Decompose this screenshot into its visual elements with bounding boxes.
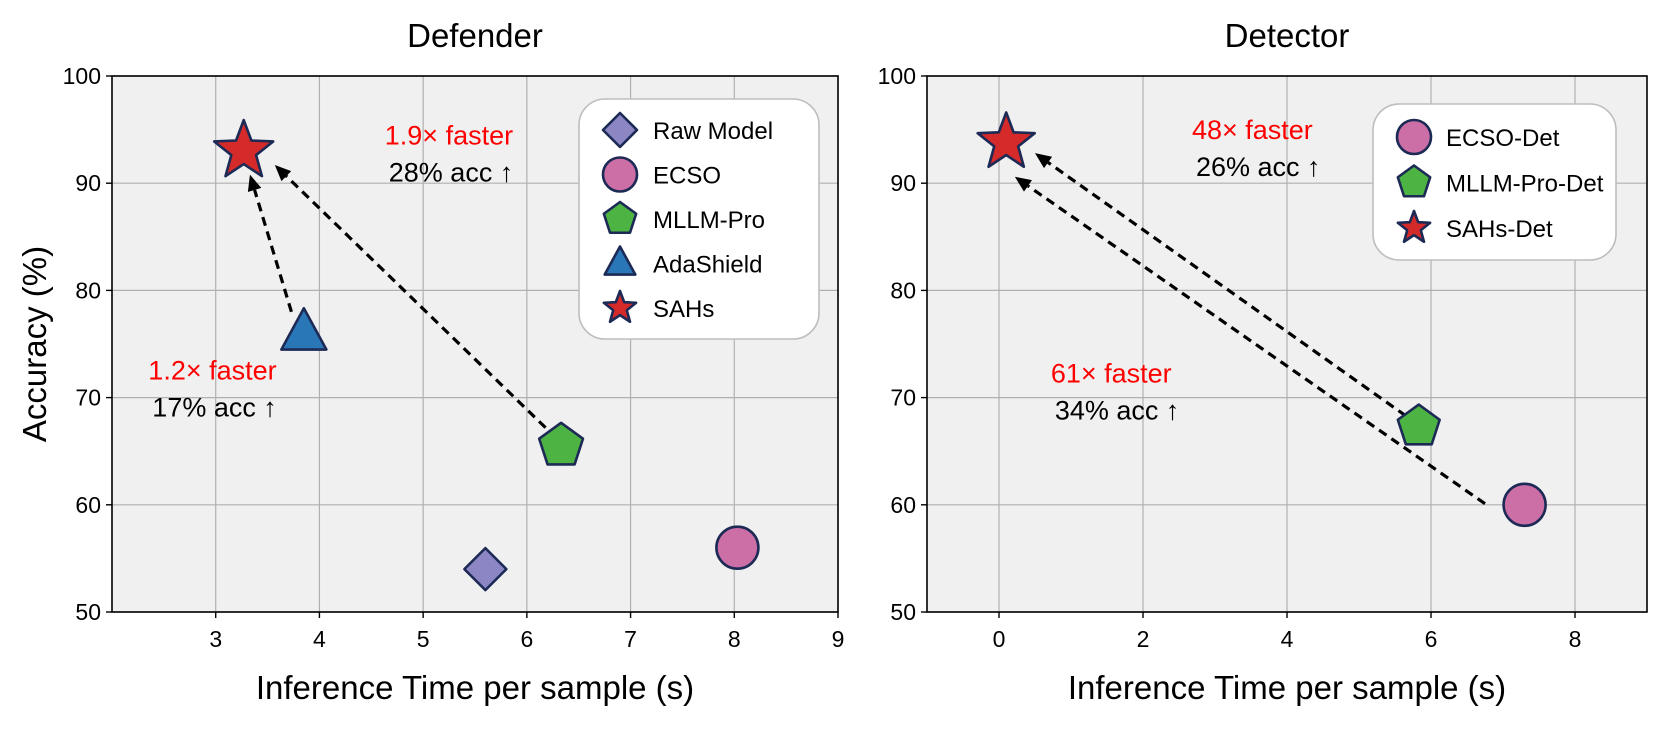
legend-marker-sahs-det [1396, 209, 1432, 244]
accuracy-gain-annotation: 26% acc ↑ [1196, 152, 1321, 182]
y-tick-label: 100 [63, 63, 101, 89]
y-tick-label: 50 [890, 599, 916, 625]
detector-panel: 0 2 4 6 8 50 60 70 80 90 100 Detector Inference Time… [878, 17, 1648, 706]
arrow-head [1035, 153, 1053, 169]
x-tick-label: 0 [993, 626, 1006, 652]
arrow-shaft [1027, 184, 1486, 506]
x-tick-label: 2 [1137, 626, 1150, 652]
legend-label-ecso-det: ECSO-Det [1446, 125, 1560, 152]
y-tick-label: 60 [75, 492, 101, 518]
arrow-head [274, 164, 292, 182]
chart-title: Detector [1225, 17, 1350, 54]
y-tick-label: 60 [890, 492, 916, 518]
defender-panel: 3 4 5 6 7 8 9 50 60 70 80 90 100 Defender Inference Ti… [16, 17, 844, 706]
x-axis-label: Inference Time per sample (s) [256, 669, 694, 706]
accuracy-gain-annotation: 28% acc ↑ [389, 158, 514, 188]
data-point-ecso-det [1502, 482, 1547, 528]
y-tick-label: 90 [890, 170, 916, 196]
arrow-shaft [1047, 161, 1407, 418]
y-tick-label: 80 [890, 277, 916, 303]
data-point-mllm-pro-det [1396, 403, 1441, 446]
legend-label-adashield: AdaShield [653, 252, 762, 279]
legend-marker-sahs [602, 289, 638, 324]
speedup-annotation: 48× faster [1192, 115, 1313, 145]
x-tick-label: 3 [209, 626, 222, 652]
legend-marker-raw-model [601, 111, 639, 149]
y-tick-label: 50 [75, 599, 101, 625]
legend-label-raw-model: Raw Model [653, 118, 773, 145]
y-tick-label: 90 [75, 170, 101, 196]
speedup-annotation: 1.9× faster [385, 121, 513, 151]
y-tick-label: 80 [75, 277, 101, 303]
x-tick-label: 4 [313, 626, 326, 652]
legend-box [578, 98, 820, 340]
x-tick-label: 6 [1425, 626, 1438, 652]
legend-label-sahs-det: SAHs-Det [1446, 216, 1553, 243]
x-tick-label: 9 [832, 626, 845, 652]
arrow-head [247, 174, 262, 192]
y-axis-label: Accuracy (%) [16, 246, 53, 442]
y-tick-label: 70 [890, 385, 916, 411]
x-tick-label: 5 [417, 626, 430, 652]
data-point-sahs-det [976, 111, 1037, 169]
speedup-annotation: 61× faster [1051, 359, 1172, 389]
arrow-shaft [253, 189, 293, 313]
x-tick-label: 8 [728, 626, 741, 652]
data-point-sahs [212, 118, 275, 178]
legend-label-mllm-pro-det: MLLM-Pro-Det [1446, 171, 1604, 198]
x-tick-label: 4 [1281, 626, 1294, 652]
legend-marker-ecso-det [1395, 118, 1433, 156]
x-tick-label: 7 [624, 626, 637, 652]
data-point-mllm-pro [537, 421, 585, 466]
accuracy-gain-annotation: 17% acc ↑ [152, 392, 277, 422]
x-axis-label: Inference Time per sample (s) [1068, 669, 1506, 706]
legend-label-sahs: SAHs [653, 296, 714, 323]
chart-title: Defender [407, 17, 543, 54]
plot-frame [111, 75, 839, 613]
legend: Raw Model ECSO MLLM-Pro AdaShield SAHs [578, 98, 820, 340]
speedup-annotation: 1.2× faster [148, 355, 276, 385]
y-tick-label: 100 [878, 63, 916, 89]
x-tick-label: 6 [520, 626, 533, 652]
legend: ECSO-Det MLLM-Pro-Det SAHs-Det [1372, 103, 1617, 261]
legend-marker-mllm-pro [602, 200, 638, 235]
legend-marker-mllm-pro-det [1396, 164, 1432, 198]
legend-box [1372, 103, 1617, 261]
arrow-shaft [285, 174, 547, 429]
legend-marker-adashield [603, 245, 637, 276]
x-tick-label: 8 [1569, 626, 1582, 652]
legend-label-ecso: ECSO [653, 163, 721, 190]
accuracy-gain-annotation: 34% acc ↑ [1055, 396, 1180, 426]
data-point-adashield [280, 306, 328, 351]
legend-marker-ecso [601, 156, 639, 193]
legend-label-mllm-pro: MLLM-Pro [653, 207, 765, 234]
data-point-ecso [715, 525, 760, 570]
arrow-head [1014, 176, 1032, 192]
data-point-raw-model [463, 546, 508, 592]
y-tick-label: 70 [75, 385, 101, 411]
